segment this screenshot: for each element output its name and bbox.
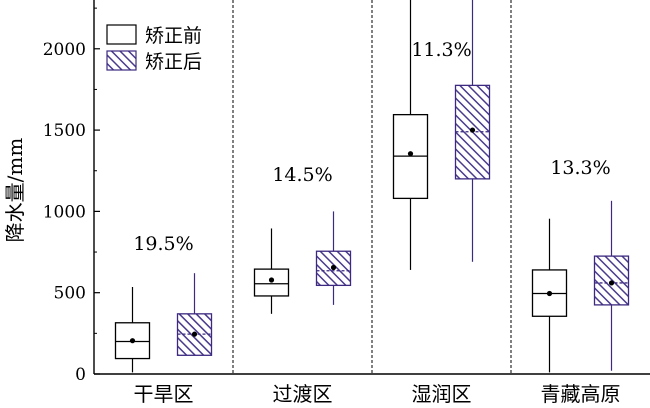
x-tick-label: 湿润区	[412, 382, 472, 406]
box-mean-dot	[546, 290, 553, 297]
boxes	[114, 0, 630, 373]
percent-label: 13.3%	[550, 157, 610, 179]
x-tick-label: 干旱区	[134, 382, 194, 406]
axes: 0 500 1000 1500 2000	[43, 0, 650, 385]
legend: 矫正前 矫正后	[106, 24, 202, 73]
y-tick-label: 0	[75, 365, 86, 385]
box-plot	[315, 211, 352, 305]
box-mean-dot	[608, 280, 615, 286]
box-plot	[253, 228, 290, 314]
box-mean-dot	[129, 338, 136, 344]
box-mean-dot	[191, 331, 198, 337]
box-plot	[176, 273, 213, 356]
box-plot	[454, 0, 491, 262]
box-plot	[392, 0, 429, 270]
percent-label: 14.5%	[272, 164, 332, 186]
percent-label: 19.5%	[133, 233, 193, 255]
legend-swatch-after	[106, 50, 137, 71]
y-tick-label: 1500	[43, 121, 86, 141]
y-axis-label: 降水量/mm	[3, 138, 27, 243]
box-mean-dot	[268, 277, 275, 283]
box-plot	[531, 218, 568, 373]
box-plot	[114, 287, 151, 373]
x-tick-label: 过渡区	[273, 382, 333, 406]
legend-swatch-before	[106, 24, 137, 45]
box-plot	[593, 200, 630, 371]
legend-label-after: 矫正后	[145, 51, 202, 73]
box-mean-dot	[469, 127, 476, 133]
box-mean-dot	[330, 264, 337, 271]
percent-label: 11.3%	[411, 39, 471, 61]
y-tick-label: 1000	[43, 202, 86, 222]
box-mean-dot	[407, 151, 414, 157]
y-tick-label: 2000	[43, 40, 86, 60]
legend-label-before: 矫正前	[145, 25, 202, 47]
y-tick-label: 500	[54, 284, 86, 304]
labels: 19.5% 14.5% 11.3% 13.3% 干旱区 过渡区 湿润区 青藏高原	[133, 39, 620, 406]
x-tick-label: 青藏高原	[541, 382, 621, 406]
